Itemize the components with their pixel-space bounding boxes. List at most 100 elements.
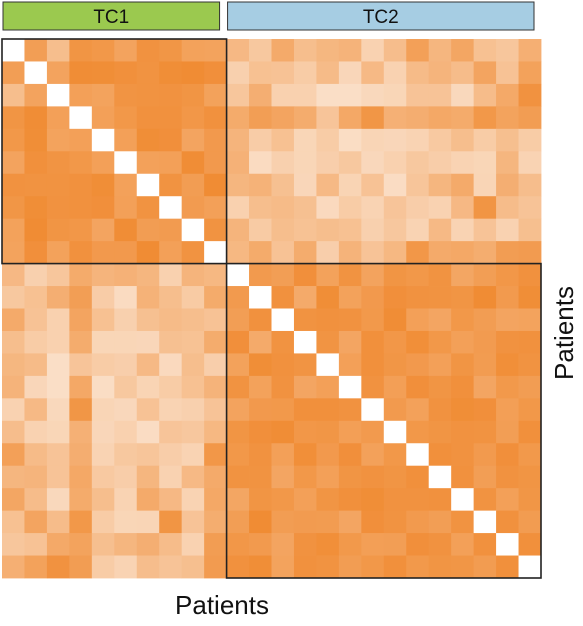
heatmap-cell xyxy=(338,196,362,220)
heatmap-cell xyxy=(159,375,183,399)
heatmap-cell xyxy=(406,353,430,377)
heatmap-cell xyxy=(383,83,407,107)
heatmap-cell xyxy=(204,218,227,242)
heatmap-cell xyxy=(451,286,475,309)
heatmap-cell xyxy=(451,353,475,377)
heatmap-cell xyxy=(136,263,160,287)
heatmap-cell xyxy=(428,398,452,422)
heatmap-cell xyxy=(293,173,317,197)
heatmap-cell xyxy=(518,218,542,242)
heatmap-cell xyxy=(249,443,272,467)
heatmap-cell xyxy=(496,308,519,332)
heatmap-cell xyxy=(226,218,250,242)
heatmap-cell xyxy=(114,353,138,377)
heatmap-cell xyxy=(249,420,272,444)
heatmap-cell xyxy=(316,173,340,197)
heatmap-cell xyxy=(46,555,70,579)
heatmap-cell xyxy=(181,308,205,332)
heatmap-cell xyxy=(24,465,48,489)
heatmap-cell xyxy=(383,330,407,354)
heatmap-cell xyxy=(496,106,519,130)
heatmap-cell xyxy=(271,353,295,377)
heatmap-cell xyxy=(338,106,362,130)
heatmap-cell xyxy=(91,128,115,152)
heatmap-cell xyxy=(114,286,138,309)
heatmap-cell xyxy=(361,308,385,332)
heatmap-cell xyxy=(249,465,272,489)
heatmap-cell xyxy=(361,39,385,62)
heatmap-cell xyxy=(496,218,519,242)
heatmap-cell xyxy=(451,488,475,512)
heatmap-cell xyxy=(518,533,542,556)
heatmap-cell xyxy=(383,263,407,287)
heatmap-cell xyxy=(46,286,70,309)
heatmap-cell xyxy=(496,420,519,444)
heatmap-cell xyxy=(361,263,385,287)
heatmap-cell xyxy=(518,308,542,332)
heatmap-cell xyxy=(91,83,115,107)
heatmap-cell xyxy=(2,330,25,354)
heatmap-cell xyxy=(361,218,385,242)
heatmap-cell xyxy=(159,106,183,130)
heatmap-cell xyxy=(46,128,70,152)
heatmap-cell xyxy=(136,420,160,444)
heatmap-cell xyxy=(226,286,250,309)
heatmap-cell xyxy=(226,510,250,534)
heatmap-cell xyxy=(159,151,183,175)
heatmap-cell xyxy=(293,488,317,512)
heatmap-cell xyxy=(361,353,385,377)
heatmap-cell xyxy=(451,83,475,107)
heatmap-cell xyxy=(406,61,430,85)
heatmap-cell xyxy=(204,173,227,197)
heatmap-cell xyxy=(136,196,160,220)
heatmap-cell xyxy=(91,173,115,197)
heatmap-cell xyxy=(69,263,93,287)
heatmap-cell xyxy=(24,375,48,399)
heatmap-cell xyxy=(24,488,48,512)
heatmap-cell xyxy=(518,420,542,444)
cluster-block-tc1 xyxy=(1,38,228,265)
heatmap-cell xyxy=(338,151,362,175)
heatmap-cell xyxy=(136,308,160,332)
heatmap-cell xyxy=(361,375,385,399)
heatmap-cell xyxy=(46,196,70,220)
heatmap-cell xyxy=(316,465,340,489)
heatmap-cell xyxy=(271,510,295,534)
heatmap-cell xyxy=(293,465,317,489)
heatmap-cell xyxy=(181,196,205,220)
heatmap-cell xyxy=(361,196,385,220)
heatmap-cell xyxy=(316,106,340,130)
heatmap-cell xyxy=(361,286,385,309)
heatmap-cell xyxy=(473,173,497,197)
heatmap-cell xyxy=(451,533,475,556)
heatmap-cell xyxy=(69,398,93,422)
heatmap-cell xyxy=(226,330,250,354)
heatmap-cell xyxy=(136,106,160,130)
heatmap-cell xyxy=(249,375,272,399)
heatmap-cell xyxy=(226,420,250,444)
heatmap-cell xyxy=(136,465,160,489)
heatmap-cell xyxy=(204,330,227,354)
heatmap-cell xyxy=(69,241,93,264)
heatmap-cell xyxy=(159,555,183,579)
heatmap-cell xyxy=(204,488,227,512)
heatmap-cell xyxy=(338,61,362,85)
heatmap-cell xyxy=(91,106,115,130)
heatmap-cell xyxy=(69,106,93,130)
heatmap-cell xyxy=(114,151,138,175)
heatmap-cell xyxy=(271,286,295,309)
heatmap-cell xyxy=(293,375,317,399)
heatmap-cell xyxy=(383,443,407,467)
heatmap-cell xyxy=(451,128,475,152)
heatmap-cell xyxy=(226,353,250,377)
heatmap-cell xyxy=(383,375,407,399)
heatmap-cell xyxy=(451,241,475,264)
heatmap-cell xyxy=(181,330,205,354)
heatmap-cell xyxy=(114,398,138,422)
heatmap-cell xyxy=(181,151,205,175)
heatmap-cell xyxy=(136,398,160,422)
heatmap-cell xyxy=(338,263,362,287)
heatmap-cell xyxy=(428,330,452,354)
heatmap-cell xyxy=(249,83,272,107)
heatmap-cell xyxy=(69,420,93,444)
